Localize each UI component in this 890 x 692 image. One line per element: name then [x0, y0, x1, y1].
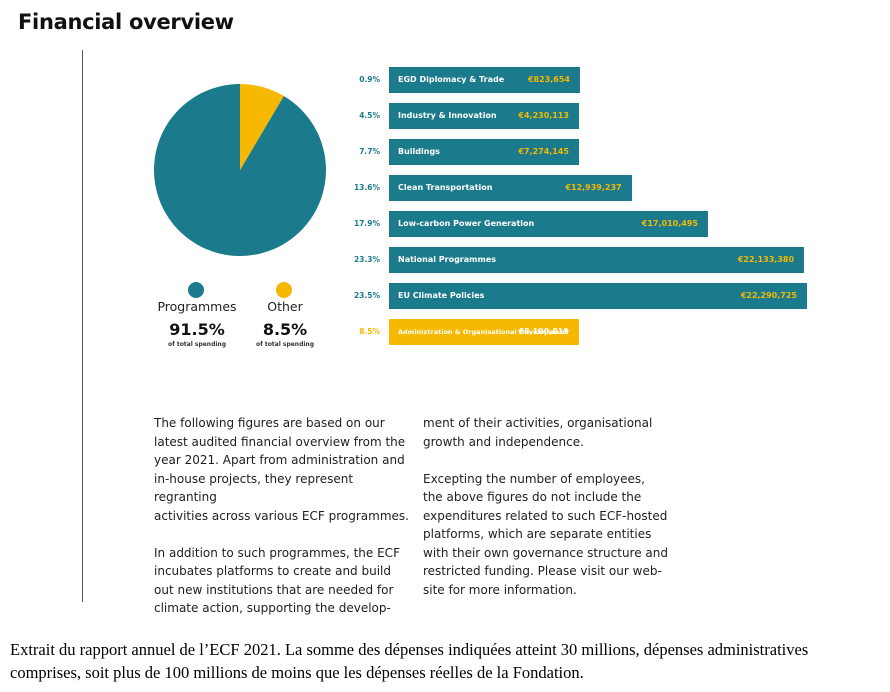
bar-category-label: Low-carbon Power Generation — [398, 219, 535, 228]
legend-sub-other: of total spending — [256, 341, 314, 348]
bar-percent-label: 17.9% — [353, 219, 380, 228]
pie-chart — [153, 83, 326, 256]
pie-slice-programmes — [153, 83, 326, 256]
bar-value-label: €17,010,495 — [641, 219, 698, 228]
bar-category-label: Industry & Innovation — [398, 111, 497, 120]
bar-category-label: National Programmes — [398, 255, 497, 264]
bar-category-label: Administration & Organisational Developm… — [398, 328, 568, 336]
bar: EU Climate Policies €22,290,725 — [389, 283, 807, 309]
bar-value-label: €7,274,145 — [518, 147, 569, 156]
bar: EGD Diplomacy & Trade €823,654 — [389, 67, 580, 93]
bar-percent-label: 0.9% — [359, 75, 380, 84]
body-text-column-2: ment of their activities, organisational… — [423, 416, 668, 597]
bar-value-label: €22,133,380 — [737, 255, 795, 264]
bar-percent-label: 4.5% — [359, 111, 380, 120]
bar-category-label: EU Climate Policies — [398, 291, 485, 300]
pie-slice-other — [240, 84, 284, 170]
bar-percent-label: 7.7% — [359, 147, 380, 156]
bar-category-label: Buildings — [398, 147, 440, 156]
figure-caption: Extrait du rapport annuel de l’ECF 2021.… — [10, 640, 809, 682]
bar: Industry & Innovation €4,230,113 — [389, 103, 579, 129]
legend-dot-other — [276, 282, 292, 298]
bar-category-label: EGD Diplomacy & Trade — [398, 75, 505, 84]
bar: Buildings €7,274,145 — [389, 139, 579, 165]
bar: Low-carbon Power Generation €17,010,495 — [389, 211, 708, 237]
bar-value-label: €12,939,237 — [565, 183, 622, 192]
bar: Clean Transportation €12,939,237 — [389, 175, 632, 201]
bar-percent-label: 23.5% — [353, 291, 380, 300]
bar-value-label: €823,654 — [527, 75, 570, 84]
legend-dot-programmes — [188, 282, 204, 298]
bar-percent-label: 13.6% — [353, 183, 380, 192]
legend-percent-programmes: 91.5% — [169, 320, 225, 339]
bar-category-label: Clean Transportation — [398, 183, 493, 192]
bar-percent-label: 23.3% — [353, 255, 380, 264]
legend-sub-programmes: of total spending — [168, 341, 226, 348]
body-text-column-1: The following figures are based on our l… — [154, 416, 409, 615]
bar-value-label: €4,230,113 — [518, 111, 569, 120]
bar-chart: 0.9% EGD Diplomacy & Trade €823,654 4.5% Ind… — [353, 67, 807, 345]
vertical-divider — [82, 50, 83, 602]
page-title: Financial overview — [18, 10, 234, 34]
bar-percent-label: 8.5% — [359, 327, 380, 336]
legend-percent-other: 8.5% — [262, 320, 308, 339]
bar: National Programmes €22,133,380 — [389, 247, 805, 273]
bar: Administration & Organisational Developm… — [389, 319, 579, 345]
legend-label-other: Other — [267, 299, 303, 314]
legend-label-programmes: Programmes — [157, 299, 237, 314]
bar-value-label: €22,290,725 — [740, 291, 797, 300]
bar-value-label: €8,100,819 — [518, 327, 569, 336]
